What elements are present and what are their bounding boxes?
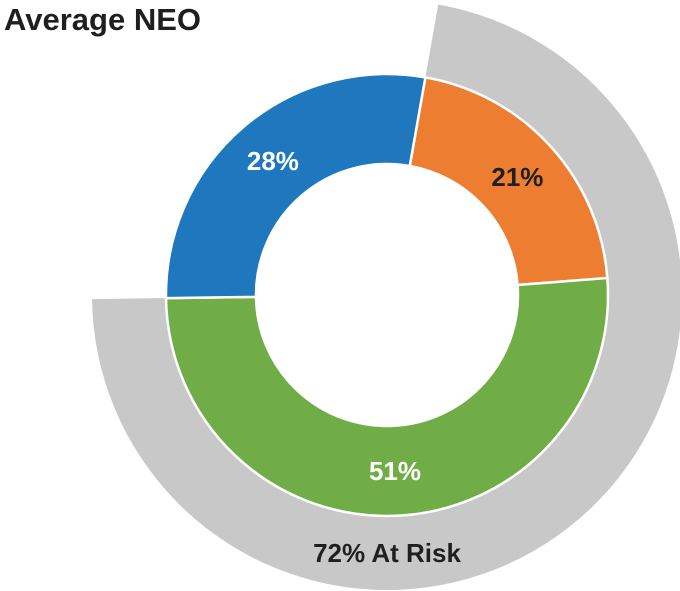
pie-slice-0 — [408, 75, 609, 287]
at-risk-label: 72% At Risk — [313, 538, 461, 568]
slice-label-1: 51% — [369, 456, 421, 486]
pie-slice-1 — [164, 276, 610, 518]
slice-label-2: 28% — [247, 146, 299, 176]
pie-slice-2 — [164, 72, 427, 300]
slice-label-0: 21% — [491, 162, 543, 192]
chart-title: Average NEO — [4, 2, 201, 37]
